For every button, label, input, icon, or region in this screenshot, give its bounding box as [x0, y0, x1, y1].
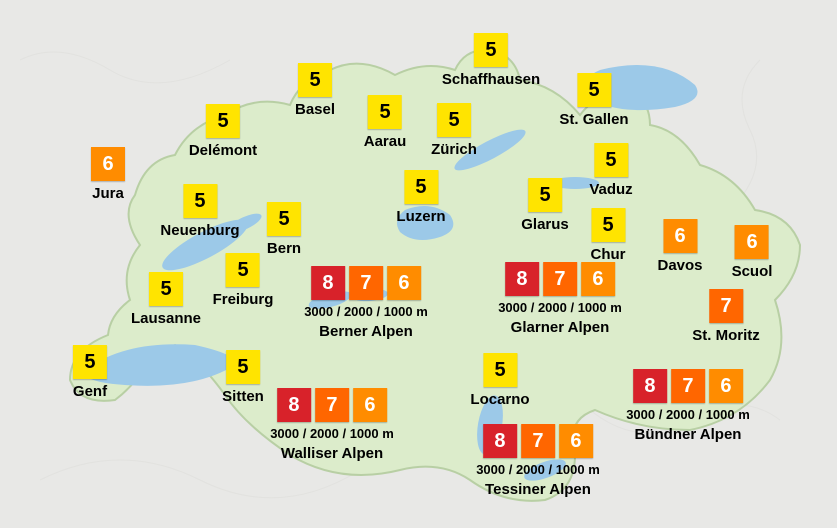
map-container: 6Jura5Basel5Schaffhausen5Delémont5Aarau5…: [0, 0, 837, 528]
map-background: [0, 0, 837, 528]
